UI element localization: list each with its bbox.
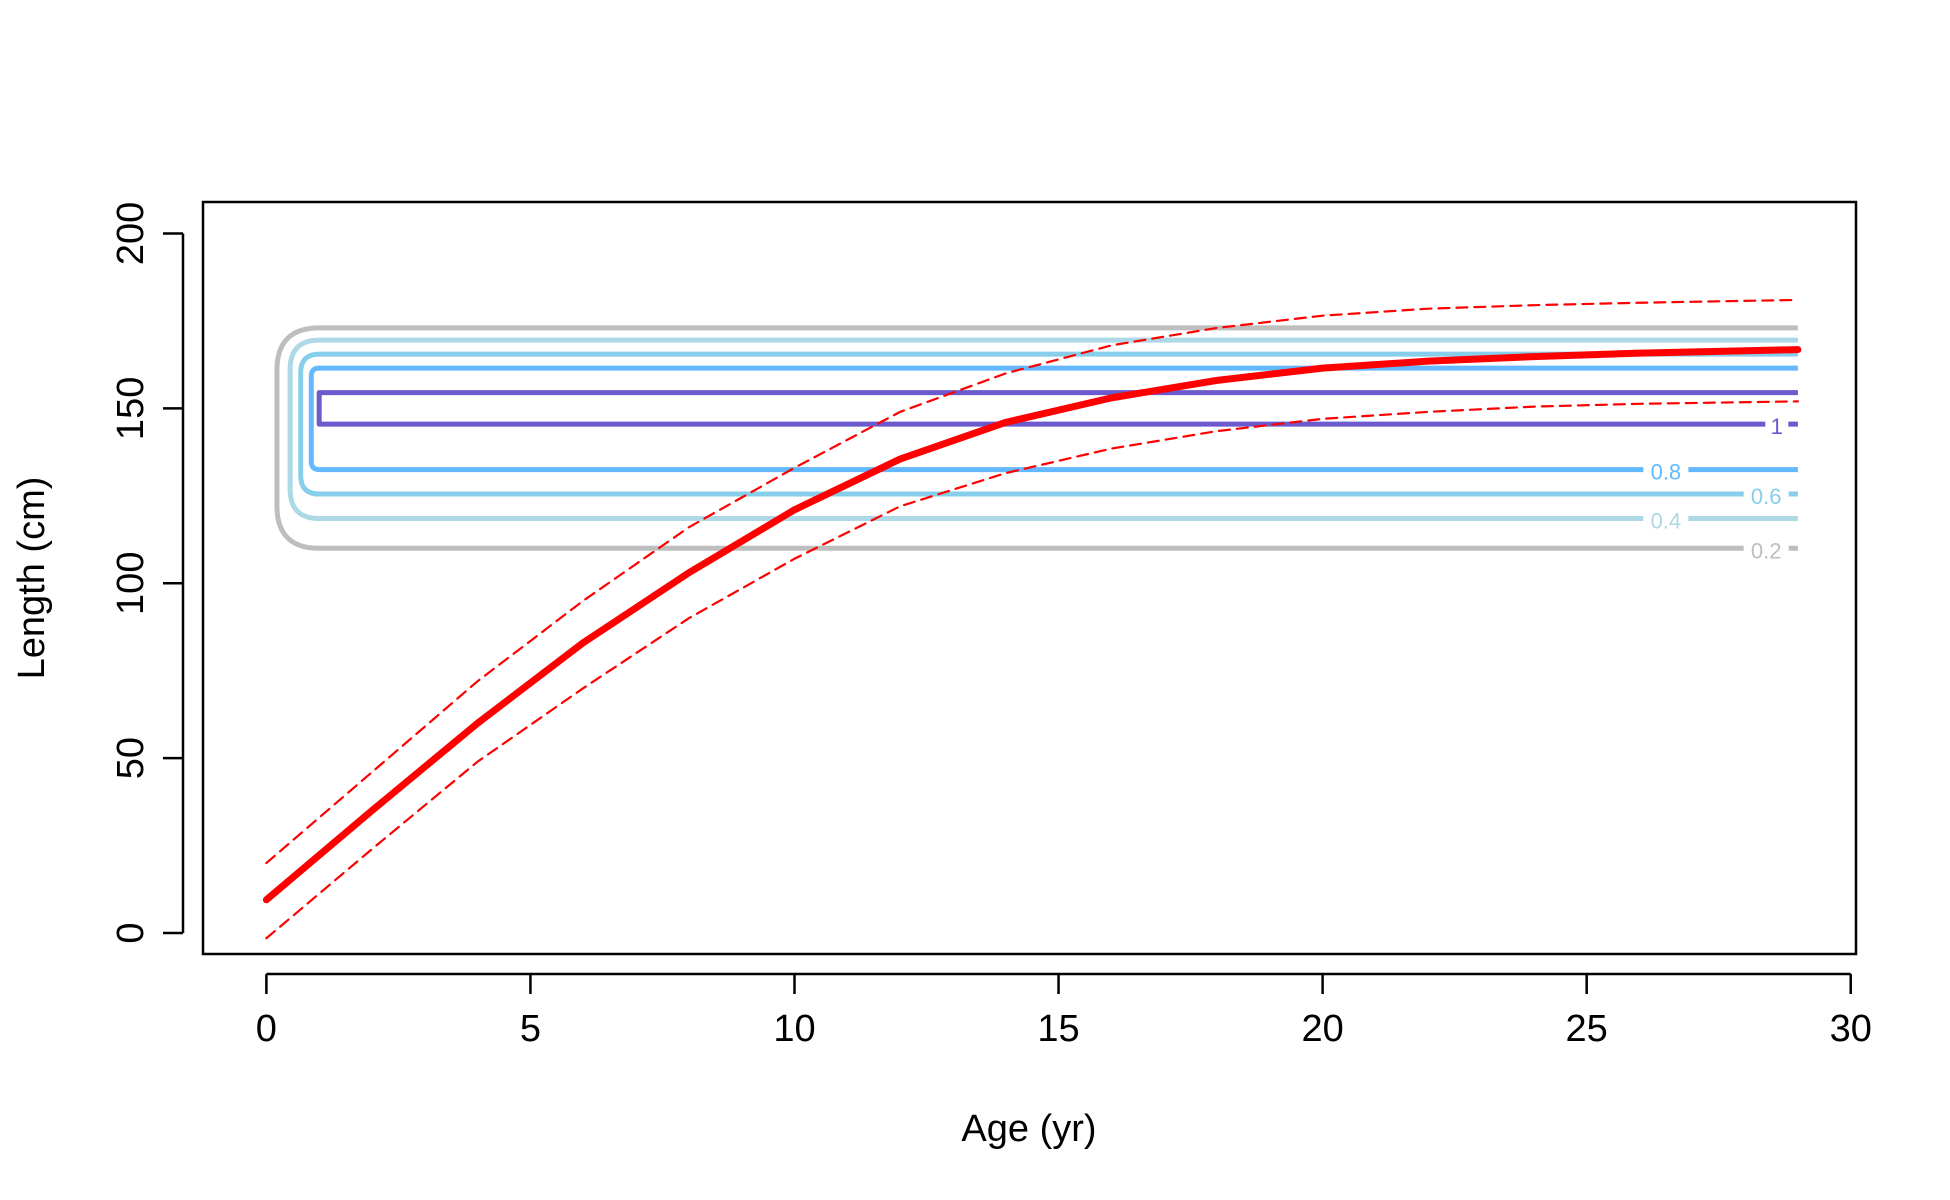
mean-growth-line xyxy=(262,346,1802,904)
contour-line xyxy=(274,325,1798,551)
y-tick-label: 100 xyxy=(110,552,152,615)
upper-bound-line xyxy=(265,298,1800,865)
y-axis-label: Length (cm) xyxy=(11,477,53,680)
x-tick-label: 20 xyxy=(1301,1008,1343,1050)
contour-layer: 0.2 0.4 0.6 0.8 1 xyxy=(274,325,1798,563)
y-tick-label: 200 xyxy=(110,202,152,265)
lower-bound-line xyxy=(265,400,1800,940)
contour-line xyxy=(287,337,1798,522)
contour-label-gap xyxy=(1765,412,1789,437)
contour-label-gap xyxy=(1643,457,1689,482)
x-tick-label: 30 xyxy=(1830,1008,1872,1050)
x-tick-label: 15 xyxy=(1037,1008,1079,1050)
y-axis: 0 50 100 150 200 xyxy=(110,202,185,944)
y-tick-label: 50 xyxy=(110,737,152,779)
x-tick-label: 0 xyxy=(256,1008,277,1050)
contour-label: 0.2 xyxy=(1751,538,1782,563)
contour-line xyxy=(316,390,1798,427)
plot-frame xyxy=(201,200,1858,956)
x-tick-label: 10 xyxy=(773,1008,815,1050)
x-tick-label: 5 xyxy=(520,1008,541,1050)
x-axis-label: Age (yr) xyxy=(961,1108,1096,1150)
contour-label-gap xyxy=(1743,536,1789,561)
y-tick-label: 0 xyxy=(110,922,152,943)
x-axis: 0 5 10 15 20 25 30 xyxy=(256,972,1872,1050)
contour-label-gap xyxy=(1643,506,1689,531)
contour-label: 0.6 xyxy=(1751,484,1782,509)
contour-label: 1 xyxy=(1771,414,1783,439)
y-tick-label: 150 xyxy=(110,377,152,440)
contour-line xyxy=(298,351,1798,497)
x-tick-label: 25 xyxy=(1566,1008,1608,1050)
contour-label: 0.4 xyxy=(1651,509,1682,534)
series-layer xyxy=(262,298,1802,940)
contour-label: 0.8 xyxy=(1651,460,1682,485)
contour-label-gap xyxy=(1743,482,1789,507)
contour-line xyxy=(308,365,1798,473)
